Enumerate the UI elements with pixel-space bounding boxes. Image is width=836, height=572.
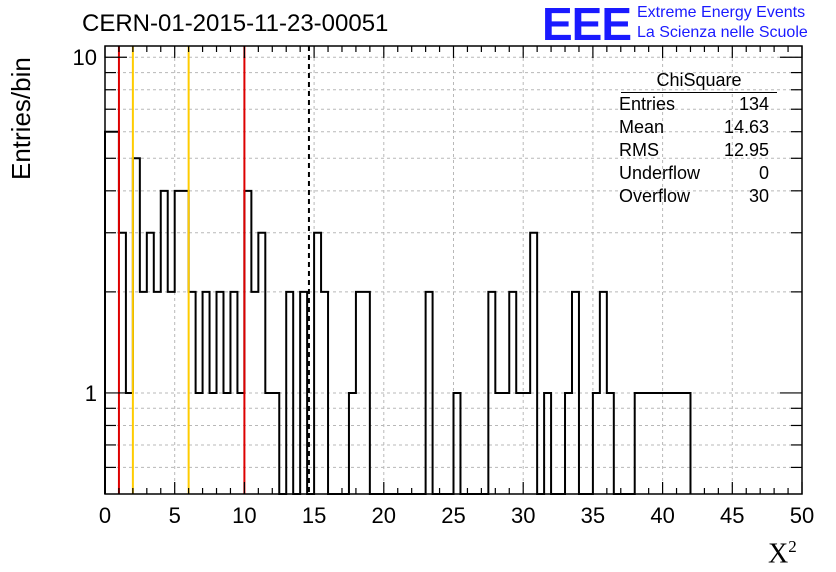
- stats-title: ChiSquare: [621, 68, 777, 93]
- x-tick-label: 0: [99, 503, 111, 528]
- stats-label: Overflow: [619, 186, 691, 206]
- axis-ticks: [104, 46, 803, 494]
- x-tick-label: 45: [720, 503, 744, 528]
- stats-label: Underflow: [619, 163, 701, 183]
- histogram-outline: [104, 130, 692, 495]
- y-tick-label: 1: [85, 381, 97, 406]
- stats-row-rms: RMS 12.95: [611, 139, 777, 162]
- x-tick-label: 40: [650, 503, 674, 528]
- y-axis-label: Entries/bin: [6, 57, 36, 180]
- x-tick-label: 35: [581, 503, 605, 528]
- reference-lines: [117, 46, 310, 494]
- stats-value: 0: [758, 163, 769, 183]
- x-tick-label: 50: [790, 503, 814, 528]
- x-tick-label: 25: [441, 503, 465, 528]
- x-tick-label: 20: [372, 503, 396, 528]
- logo-line-1: Extreme Energy Events: [637, 4, 806, 21]
- stats-row-underflow: Underflow 0: [611, 162, 777, 185]
- stats-row-overflow: Overflow 30: [611, 185, 777, 208]
- stats-row-mean: Mean 14.63: [611, 116, 777, 139]
- stats-label: Mean: [619, 117, 665, 137]
- x-tick-label: 15: [302, 503, 326, 528]
- stats-value: 30: [748, 186, 769, 206]
- x-tick-label: 5: [169, 503, 181, 528]
- stats-label: Entries: [619, 94, 676, 114]
- tick-labels: 0 5 10 15 20 25 30 35 40 45 50 1 10: [73, 45, 815, 528]
- logo-line-2: La Scienza nelle Scuole: [637, 24, 808, 41]
- y-tick-label: 10: [73, 45, 97, 70]
- eee-logo: EEE: [542, 0, 632, 50]
- stats-value: 134: [738, 94, 769, 114]
- stats-value: 12.95: [723, 140, 769, 160]
- histogram-bars: [104, 130, 692, 495]
- x-axis-label-sup: 2: [788, 537, 797, 556]
- stats-box: ChiSquare Entries 134 Mean 14.63 RMS 12.…: [611, 68, 777, 212]
- x-axis-label: X2: [768, 537, 797, 570]
- stats-label: RMS: [619, 140, 659, 160]
- x-tick-label: 30: [511, 503, 535, 528]
- stats-value: 14.63: [723, 117, 769, 137]
- stats-row-entries: Entries 134: [611, 93, 777, 116]
- x-tick-label: 10: [232, 503, 256, 528]
- x-axis-label-base: X: [768, 538, 789, 570]
- chart-title: CERN-01-2015-11-23-00051: [82, 10, 389, 37]
